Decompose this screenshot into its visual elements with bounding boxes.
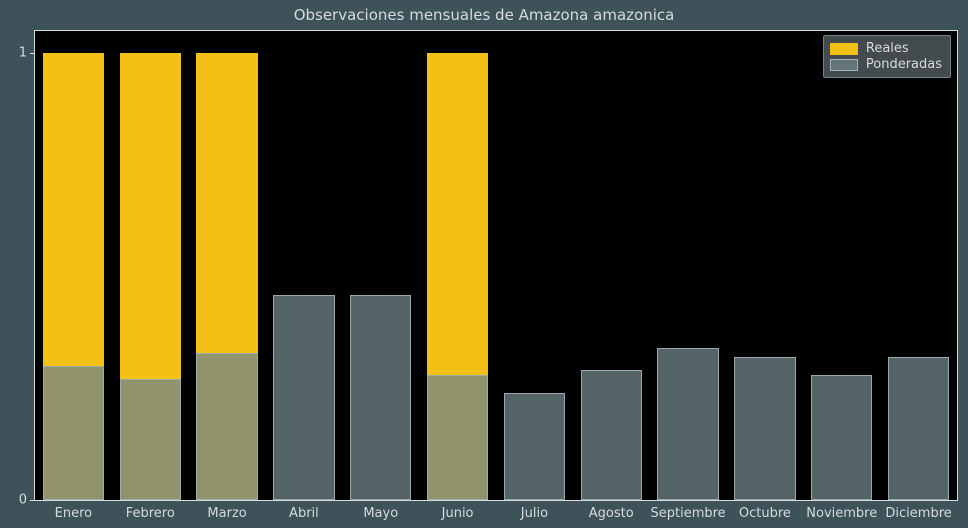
bar-ponderadas bbox=[120, 379, 181, 500]
legend-label: Ponderadas bbox=[866, 57, 942, 72]
chart-container: Observaciones mensuales de Amazona amazo… bbox=[0, 0, 968, 528]
x-tick-label: Marzo bbox=[207, 500, 246, 521]
x-tick-label: Julio bbox=[521, 500, 548, 521]
bar-ponderadas bbox=[427, 375, 488, 500]
x-tick-label: Agosto bbox=[589, 500, 634, 521]
bar-ponderadas bbox=[811, 375, 872, 500]
x-tick-label: Noviembre bbox=[806, 500, 877, 521]
bar-ponderadas bbox=[350, 295, 411, 500]
legend-label: Reales bbox=[866, 41, 909, 56]
y-tick-mark bbox=[30, 53, 35, 54]
bar-ponderadas bbox=[504, 393, 565, 500]
plot-area: RealesPonderadas 01EneroFebreroMarzoAbri… bbox=[34, 30, 958, 501]
bar-ponderadas bbox=[273, 295, 334, 500]
bar-ponderadas bbox=[43, 366, 104, 500]
x-tick-label: Febrero bbox=[126, 500, 175, 521]
x-tick-label: Enero bbox=[55, 500, 92, 521]
y-tick-mark bbox=[30, 500, 35, 501]
bar-ponderadas bbox=[581, 370, 642, 500]
chart-title: Observaciones mensuales de Amazona amazo… bbox=[0, 6, 968, 24]
legend-row: Ponderadas bbox=[830, 57, 942, 72]
bar-ponderadas bbox=[196, 353, 257, 500]
bar-ponderadas bbox=[888, 357, 949, 500]
legend-row: Reales bbox=[830, 41, 942, 56]
legend-patch bbox=[830, 59, 858, 71]
bar-ponderadas bbox=[657, 348, 718, 500]
x-tick-label: Septiembre bbox=[650, 500, 725, 521]
legend-patch bbox=[830, 43, 858, 55]
x-tick-label: Octubre bbox=[739, 500, 791, 521]
x-tick-label: Junio bbox=[442, 500, 474, 521]
bar-ponderadas bbox=[734, 357, 795, 500]
legend: RealesPonderadas bbox=[823, 35, 951, 78]
x-tick-label: Diciembre bbox=[885, 500, 951, 521]
x-tick-label: Mayo bbox=[363, 500, 398, 521]
x-tick-label: Abril bbox=[289, 500, 319, 521]
